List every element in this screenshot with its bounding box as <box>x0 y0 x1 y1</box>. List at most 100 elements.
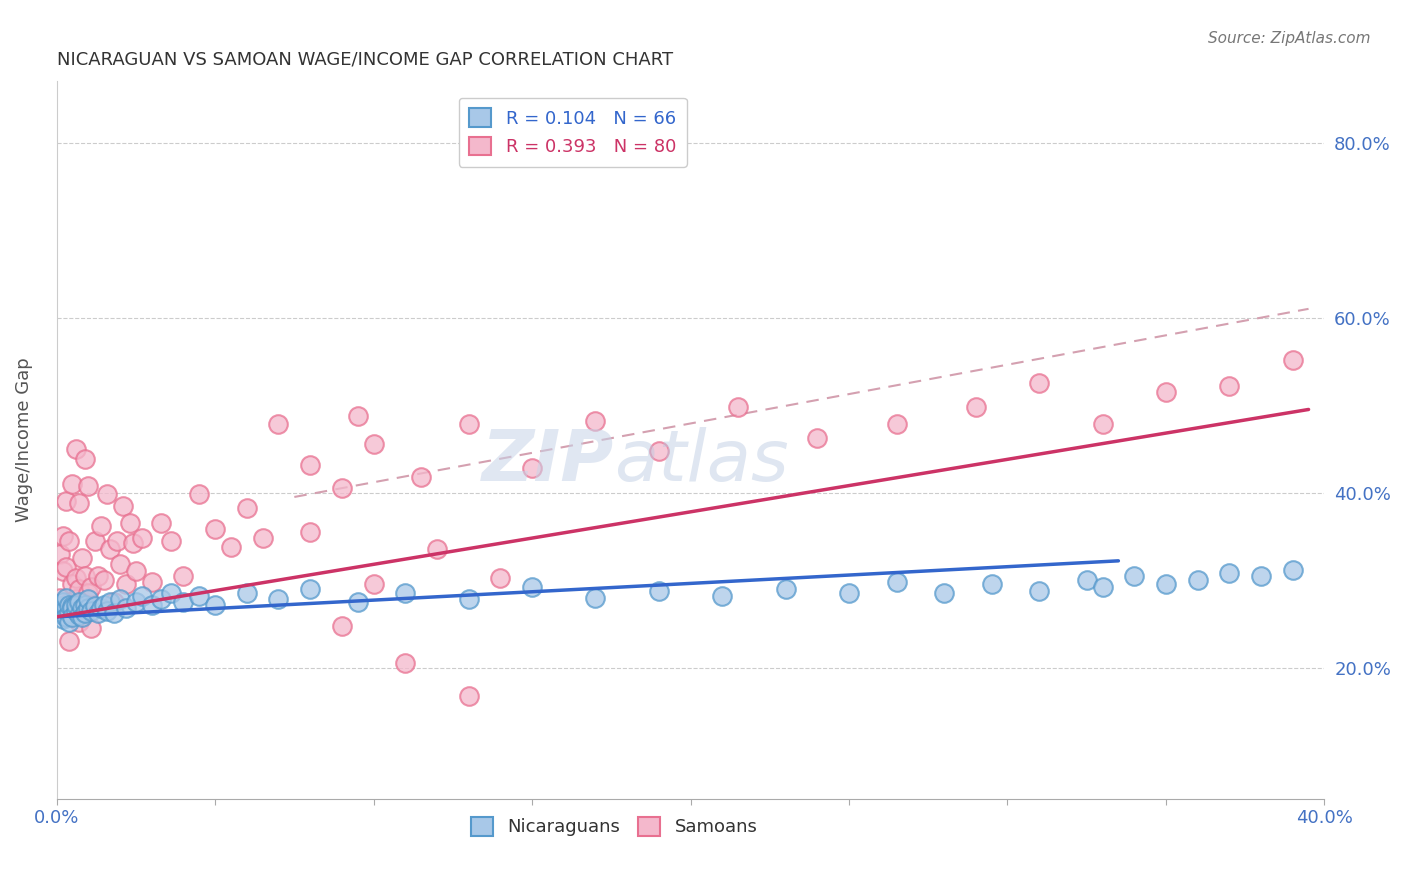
Point <box>77 592 100 607</box>
Point <box>77 586 100 600</box>
Point <box>75 595 97 609</box>
Point <box>65 604 87 618</box>
Point <box>62 476 84 491</box>
Point <box>1250 568 1272 582</box>
Point <box>62 601 84 615</box>
Point <box>299 524 322 539</box>
Point <box>65 442 87 456</box>
Point <box>583 414 606 428</box>
Point <box>49 599 72 614</box>
Point <box>112 499 135 513</box>
Point <box>1028 583 1050 598</box>
Point <box>172 595 194 609</box>
Point <box>80 604 103 618</box>
Point <box>65 598 87 612</box>
Point <box>55 560 77 574</box>
Point <box>346 409 368 423</box>
Point <box>886 417 908 432</box>
Point <box>188 487 211 501</box>
Point <box>55 610 77 624</box>
Text: NICARAGUAN VS SAMOAN WAGE/INCOME GAP CORRELATION CHART: NICARAGUAN VS SAMOAN WAGE/INCOME GAP COR… <box>56 51 672 69</box>
Point <box>83 533 105 548</box>
Point <box>77 601 100 615</box>
Point <box>236 586 259 600</box>
Point <box>75 568 97 582</box>
Point <box>1123 568 1146 582</box>
Point <box>52 565 75 579</box>
Point <box>115 601 138 615</box>
Point <box>125 595 148 609</box>
Point <box>55 601 77 615</box>
Point <box>1281 563 1303 577</box>
Point <box>838 586 860 600</box>
Point <box>75 607 97 621</box>
Point <box>886 574 908 589</box>
Point <box>131 589 153 603</box>
Point <box>583 591 606 605</box>
Point <box>118 516 141 531</box>
Point <box>299 582 322 596</box>
Point <box>394 657 416 671</box>
Point <box>70 610 93 624</box>
Point <box>115 577 138 591</box>
Point <box>457 417 479 432</box>
Point <box>204 598 226 612</box>
Point <box>96 487 118 501</box>
Point <box>75 598 97 612</box>
Point <box>648 443 671 458</box>
Point <box>1091 580 1114 594</box>
Point <box>219 540 242 554</box>
Point <box>1218 566 1240 580</box>
Point <box>141 598 163 612</box>
Point <box>236 501 259 516</box>
Point <box>49 547 72 561</box>
Point <box>1028 376 1050 391</box>
Point <box>1076 573 1098 587</box>
Point <box>96 604 118 618</box>
Point <box>49 604 72 618</box>
Point <box>1154 384 1177 399</box>
Point <box>62 607 84 621</box>
Text: ZIP: ZIP <box>482 427 614 496</box>
Point <box>52 595 75 609</box>
Point <box>52 612 75 626</box>
Point <box>411 470 433 484</box>
Point <box>65 592 87 607</box>
Point <box>330 481 353 495</box>
Point <box>1218 379 1240 393</box>
Point <box>52 599 75 614</box>
Point <box>49 604 72 618</box>
Point <box>108 558 131 572</box>
Point <box>62 610 84 624</box>
Point <box>52 529 75 543</box>
Point <box>83 599 105 614</box>
Point <box>648 583 671 598</box>
Point <box>489 571 512 585</box>
Point <box>346 595 368 609</box>
Point <box>727 400 749 414</box>
Point <box>80 580 103 594</box>
Point <box>58 598 80 612</box>
Point <box>252 531 274 545</box>
Point <box>67 608 90 623</box>
Point <box>55 591 77 605</box>
Text: atlas: atlas <box>614 427 789 496</box>
Point <box>90 601 112 615</box>
Point <box>52 608 75 623</box>
Point <box>62 599 84 614</box>
Point <box>58 595 80 609</box>
Point <box>87 568 110 582</box>
Point <box>330 618 353 632</box>
Point <box>775 582 797 596</box>
Point <box>172 568 194 582</box>
Point <box>363 577 385 591</box>
Point <box>70 601 93 615</box>
Point <box>363 437 385 451</box>
Point <box>93 598 115 612</box>
Point <box>204 522 226 536</box>
Point <box>457 689 479 703</box>
Point <box>67 582 90 596</box>
Point <box>103 607 125 621</box>
Point <box>1187 573 1209 587</box>
Point <box>299 458 322 472</box>
